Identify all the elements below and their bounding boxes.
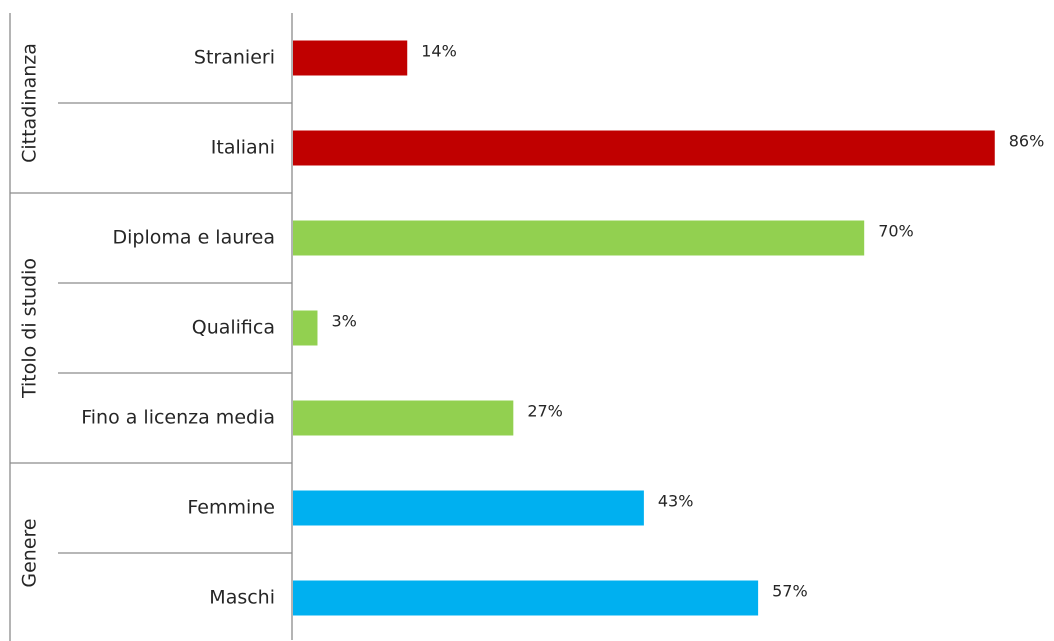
data-label: 70% bbox=[878, 222, 914, 241]
category-label: Fino a licenza media bbox=[81, 407, 275, 429]
bar bbox=[293, 310, 318, 346]
data-label: 86% bbox=[1009, 132, 1045, 151]
bar bbox=[293, 130, 995, 166]
category-label: Maschi bbox=[209, 587, 275, 609]
category-label: Stranieri bbox=[194, 47, 275, 69]
category-label: Qualifica bbox=[192, 317, 275, 339]
data-label: 57% bbox=[772, 582, 808, 601]
category-label: Italiani bbox=[211, 137, 275, 159]
group-label-2: Genere bbox=[19, 518, 41, 587]
bar bbox=[293, 490, 644, 526]
data-label: 3% bbox=[331, 312, 356, 331]
data-label: 14% bbox=[421, 42, 457, 61]
bar bbox=[293, 580, 759, 616]
data-label: 43% bbox=[658, 492, 694, 511]
category-label: Diploma e laurea bbox=[113, 227, 275, 249]
bar bbox=[293, 40, 408, 76]
group-label-1: Titolo di studio bbox=[19, 258, 41, 399]
data-label: 27% bbox=[527, 402, 563, 421]
category-label: Femmine bbox=[187, 497, 275, 519]
group-label-0: Cittadinanza bbox=[19, 43, 41, 163]
bar bbox=[293, 400, 514, 436]
bar bbox=[293, 220, 865, 256]
